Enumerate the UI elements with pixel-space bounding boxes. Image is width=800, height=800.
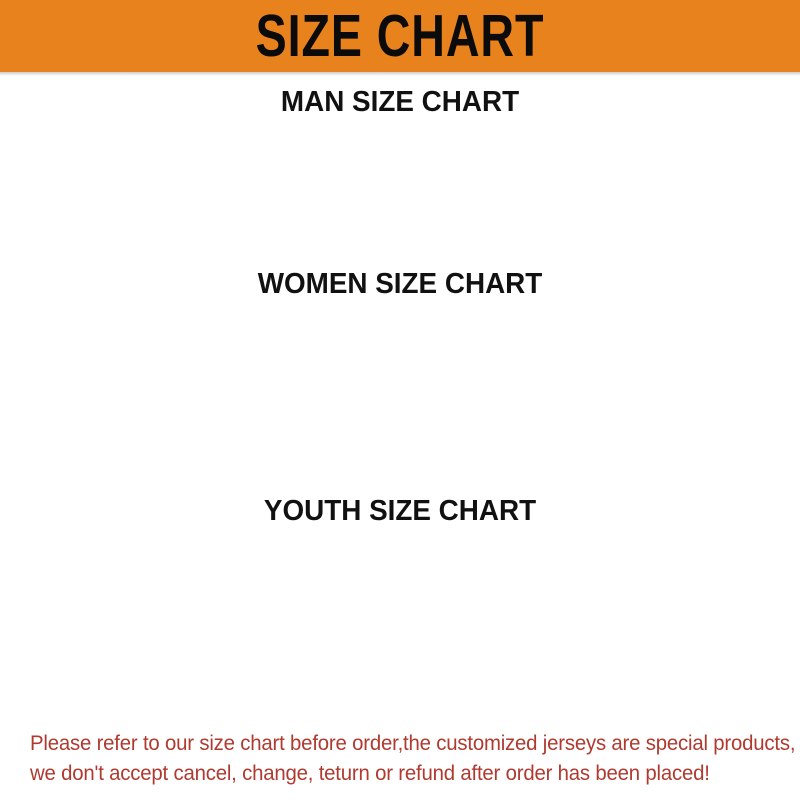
page-banner: SIZE CHART [0, 0, 800, 72]
section-title-youth: YOUTH SIZE CHART [263, 495, 537, 527]
footer-note-line-1: Please refer to our size chart before or… [30, 732, 796, 755]
section-title-man: MAN SIZE CHART [280, 86, 520, 118]
banner-shadow-divider [0, 72, 800, 76]
footer-note: Please refer to our size chart before or… [30, 729, 796, 789]
page-title: SIZE CHART [255, 2, 545, 70]
footer-note-line-2: we don't accept cancel, change, teturn o… [30, 762, 710, 785]
section-title-women: WOMEN SIZE CHART [257, 268, 543, 300]
